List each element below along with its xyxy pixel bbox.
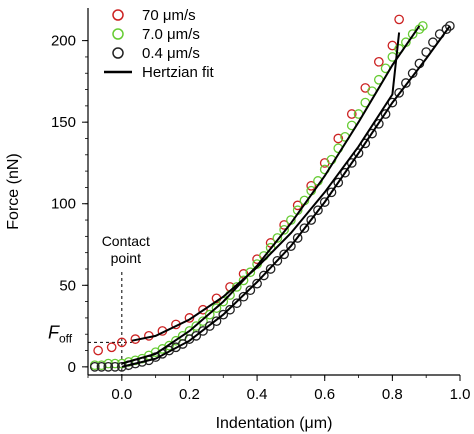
- hertzian-fit-line-1: [121, 25, 421, 365]
- data-point: [211, 316, 222, 327]
- data-point: [286, 241, 296, 251]
- data-point: [333, 177, 344, 188]
- legend-marker: [112, 47, 124, 59]
- data-point: [231, 282, 242, 292]
- hertzian-fit-line-2: [121, 25, 451, 368]
- data-point: [177, 339, 188, 349]
- data-point: [394, 87, 404, 98]
- data-point: [279, 224, 289, 235]
- data-point: [164, 340, 175, 351]
- contact-point-label: Contact point: [102, 233, 150, 266]
- y-tick-label: 0: [68, 359, 76, 376]
- annotation-layer: Contact point Foff: [48, 233, 150, 375]
- contact-point-label-line: Contact: [102, 233, 150, 249]
- data-point: [96, 361, 107, 372]
- data-point: [211, 303, 222, 313]
- x-tick-label: 0.0: [111, 386, 132, 403]
- data-point: [103, 361, 114, 372]
- data-point: [245, 267, 256, 278]
- legend-label: 0.4 μm/s: [142, 45, 200, 62]
- fit-layer: [121, 25, 451, 368]
- x-tick-label: 0.8: [382, 386, 403, 403]
- data-point: [373, 56, 384, 67]
- data-point: [184, 313, 195, 323]
- data-point: [191, 321, 202, 331]
- data-point: [231, 298, 242, 309]
- data-point: [252, 278, 262, 289]
- data-point: [116, 337, 127, 348]
- data-point: [106, 342, 117, 353]
- legend-marker: [112, 28, 124, 40]
- data-point: [333, 133, 344, 144]
- data-point: [204, 309, 215, 320]
- data-point: [191, 331, 202, 341]
- legend: 70 μm/s 7.0 μm/s 0.4 μm/s Hertzian fit: [104, 7, 215, 81]
- f-off-subscript: off: [59, 331, 73, 345]
- legend-label: Hertzian fit: [142, 64, 215, 81]
- data-point: [292, 233, 303, 243]
- data-point: [414, 24, 425, 35]
- y-tick-label: 100: [51, 196, 76, 213]
- data-point: [292, 200, 303, 211]
- data-point: [238, 275, 249, 286]
- data-point: [394, 14, 404, 25]
- data-point: [279, 249, 289, 260]
- data-point: [198, 326, 208, 336]
- data-point: [373, 118, 384, 129]
- data-point: [306, 180, 317, 191]
- data-point: [198, 316, 208, 327]
- x-tick-label: 0.4: [247, 386, 268, 403]
- data-point: [245, 285, 256, 296]
- data-point: [204, 321, 215, 331]
- data-point: [218, 309, 229, 320]
- data-point: [299, 223, 310, 234]
- x-tick-label: 0.2: [179, 386, 200, 403]
- data-point: [340, 167, 350, 178]
- f-off-label: Foff: [48, 322, 73, 345]
- data-point: [407, 29, 418, 39]
- data-point: [265, 264, 276, 274]
- data-point: [326, 187, 337, 198]
- data-point: [265, 242, 276, 253]
- legend-label: 7.0 μm/s: [142, 26, 200, 43]
- data-point: [272, 255, 283, 266]
- data-point: [380, 109, 391, 119]
- y-tick-label: 150: [51, 114, 76, 131]
- y-axis-label: Force (nN): [5, 153, 22, 229]
- f-off-main: F: [48, 322, 60, 342]
- series-2: [89, 21, 455, 372]
- data-point: [198, 304, 208, 315]
- data-point: [401, 78, 411, 88]
- contact-point-label-line: point: [111, 250, 141, 266]
- y-tick-label: 200: [51, 33, 76, 50]
- legend-marker: [112, 9, 124, 21]
- hertzian-fit-line-0: [131, 32, 401, 342]
- data-point: [225, 304, 235, 315]
- data-point: [445, 21, 455, 31]
- x-tick-label: 1.0: [450, 386, 471, 403]
- data-point: [272, 233, 283, 243]
- y-tick-label: 50: [59, 277, 76, 294]
- data-point: [346, 109, 357, 119]
- data-point: [313, 205, 323, 216]
- data-point: [89, 361, 100, 372]
- legend-label: 70 μm/s: [142, 7, 196, 24]
- data-point: [238, 291, 249, 302]
- data-point: [93, 345, 103, 356]
- data-point: [259, 270, 269, 281]
- series-0: [93, 14, 404, 356]
- x-tick-label: 0.6: [314, 386, 335, 403]
- data-point: [110, 361, 120, 372]
- data-point: [319, 197, 330, 207]
- x-axis-label: Indentation (μm): [216, 415, 333, 432]
- axes-layer: 0.0 0.2 0.4 0.6 0.8 1.0 0 50 100 150 200: [51, 8, 470, 403]
- data-point: [441, 24, 452, 35]
- data-point: [306, 215, 317, 225]
